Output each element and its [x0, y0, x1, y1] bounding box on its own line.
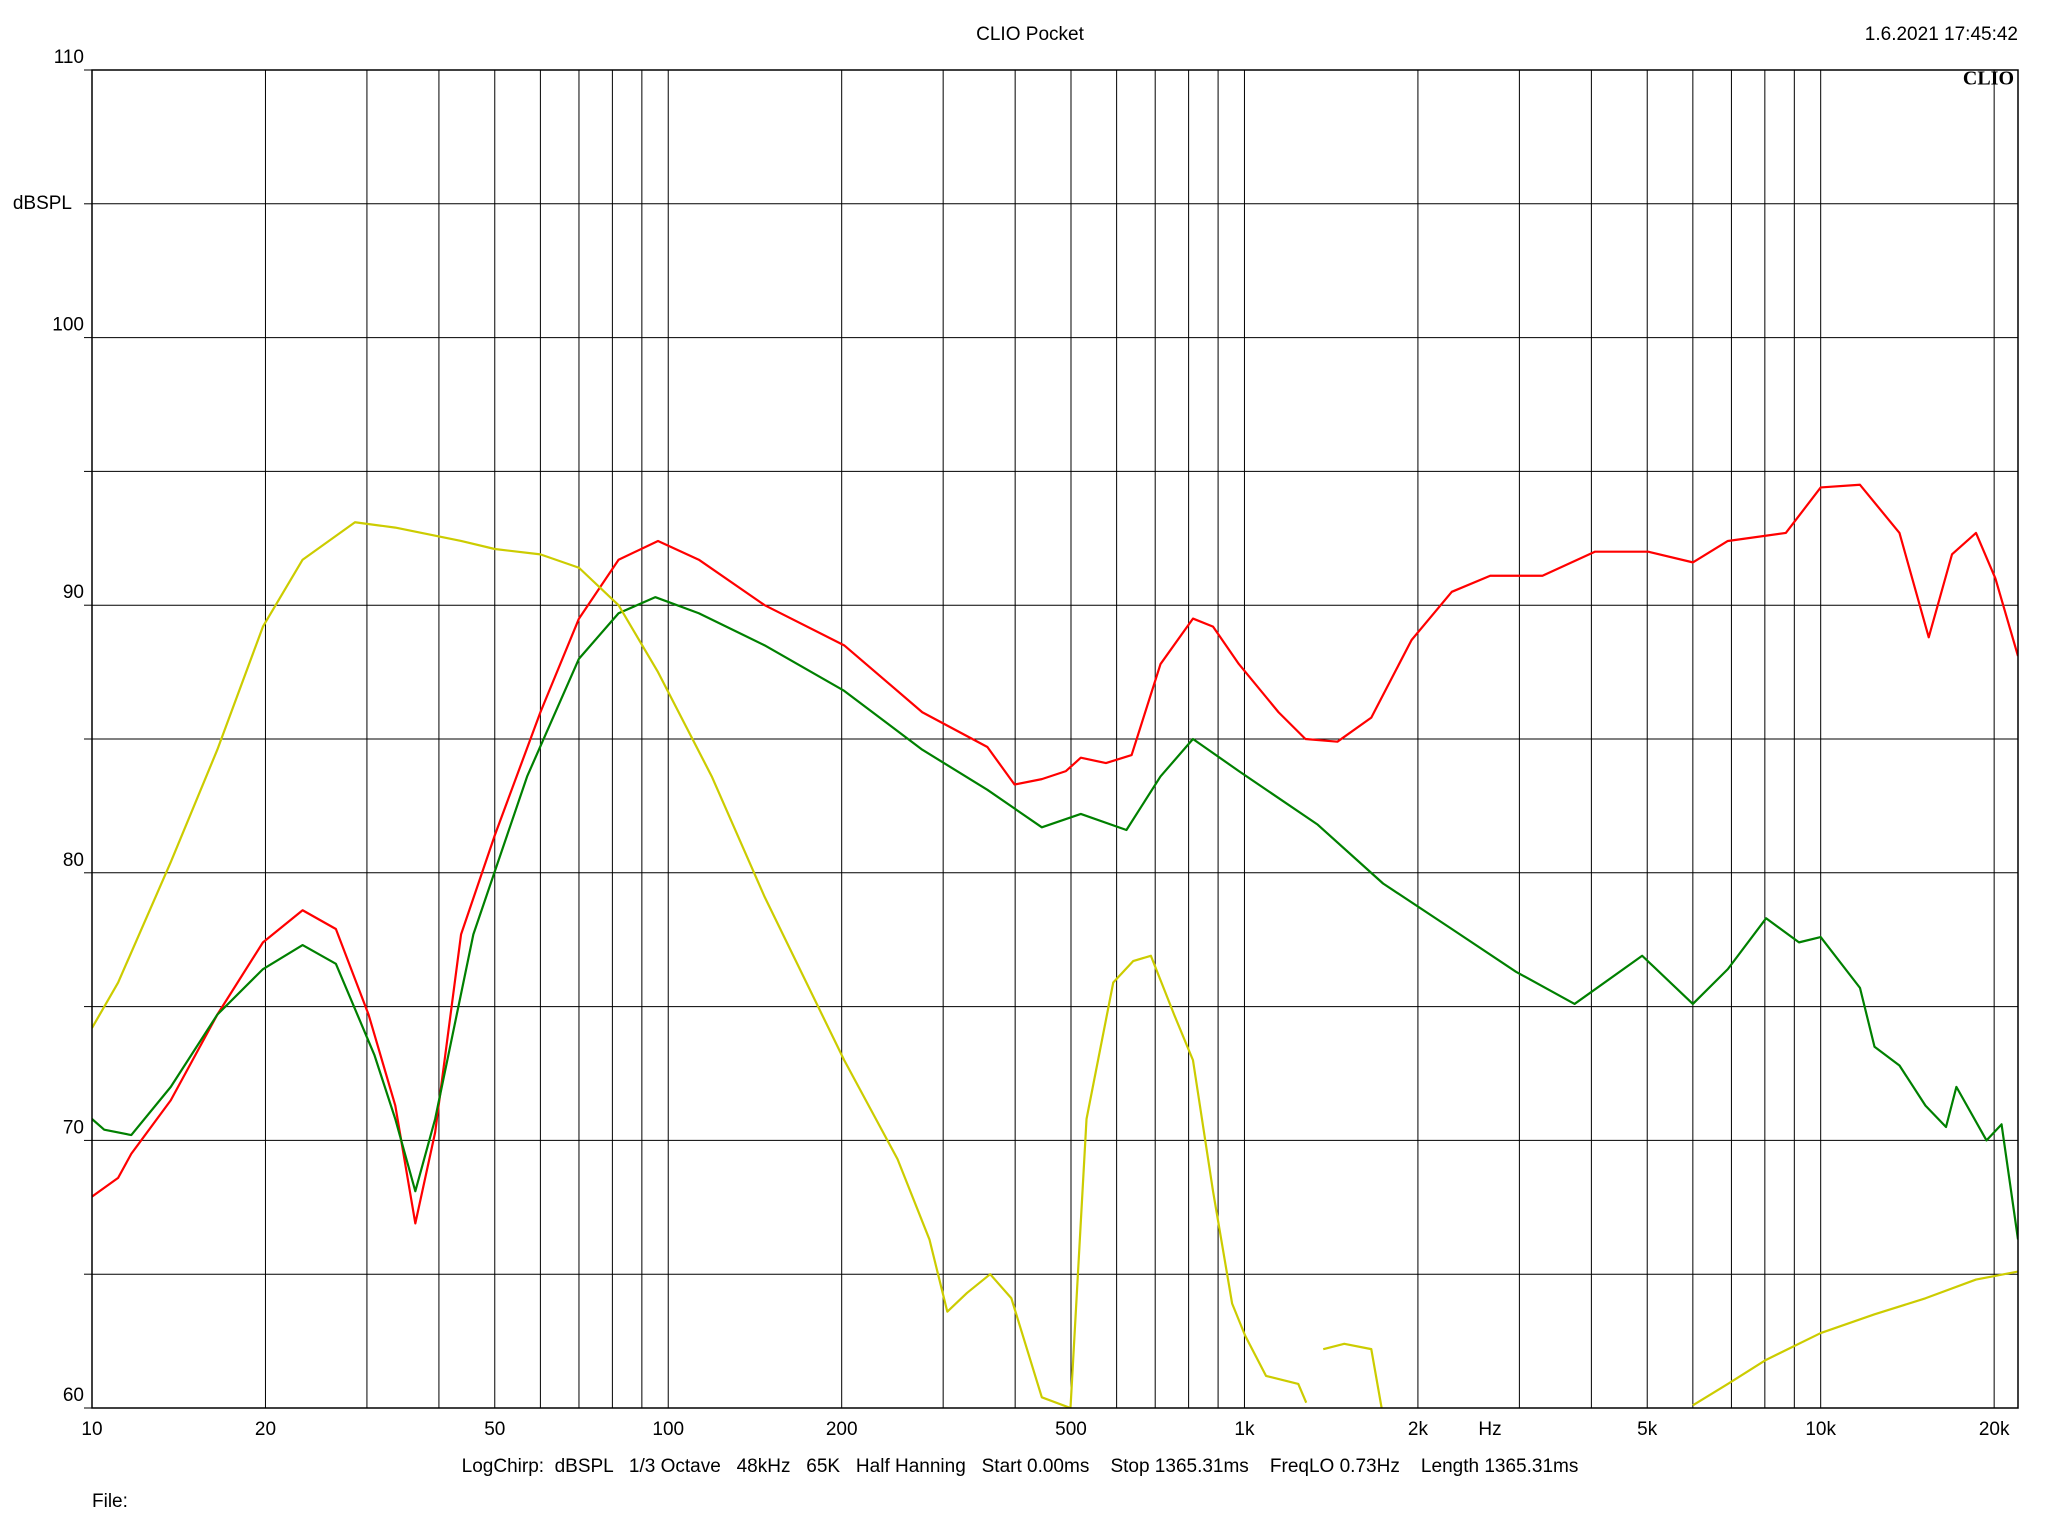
logo: CLIO — [1963, 68, 2014, 90]
series-line — [92, 521, 2018, 1408]
y-tick-label: 80 — [63, 850, 84, 871]
y-tick-label: 90 — [63, 582, 84, 603]
plot-frame — [91, 69, 2019, 1409]
grid: 60 70 80 90 100 110 10 20 50 100 200 500 1k 2k 5k 10k 20… — [52, 47, 2018, 1440]
plot-lines — [92, 483, 2018, 1408]
x-tick-label: 500 — [1055, 1419, 1087, 1440]
series-line — [92, 596, 2018, 1240]
file-label: File: — [92, 1491, 128, 1512]
x-tick-label: 20 — [255, 1419, 276, 1440]
chart-title: CLIO Pocket — [976, 24, 1084, 45]
x-tick-label: 1k — [1234, 1419, 1255, 1440]
y-tick-label: 100 — [52, 315, 84, 336]
series-line — [92, 483, 2018, 1225]
x-tick-label: 10 — [81, 1419, 102, 1440]
x-tick-label: 50 — [484, 1419, 505, 1440]
y-tick-label: 70 — [63, 1117, 84, 1138]
x-tick-label: 200 — [826, 1419, 858, 1440]
x-axis-label: Hz — [1478, 1419, 1501, 1440]
x-tick-label: 10k — [1805, 1419, 1836, 1440]
x-tick-label: 20k — [1979, 1419, 2010, 1440]
y-tick-label: 110 — [54, 47, 84, 68]
x-tick-label: 100 — [652, 1419, 684, 1440]
x-tick-label: 2k — [1408, 1419, 1429, 1440]
measurement-info: LogChirp: dBSPL 1/3 Octave 48kHz 65K Hal… — [462, 1456, 1579, 1477]
x-tick-label: 5k — [1637, 1419, 1658, 1440]
y-axis-label: dBSPL — [13, 193, 72, 214]
timestamp: 1.6.2021 17:45:42 — [1865, 24, 2018, 45]
y-tick-label: 60 — [63, 1385, 84, 1406]
